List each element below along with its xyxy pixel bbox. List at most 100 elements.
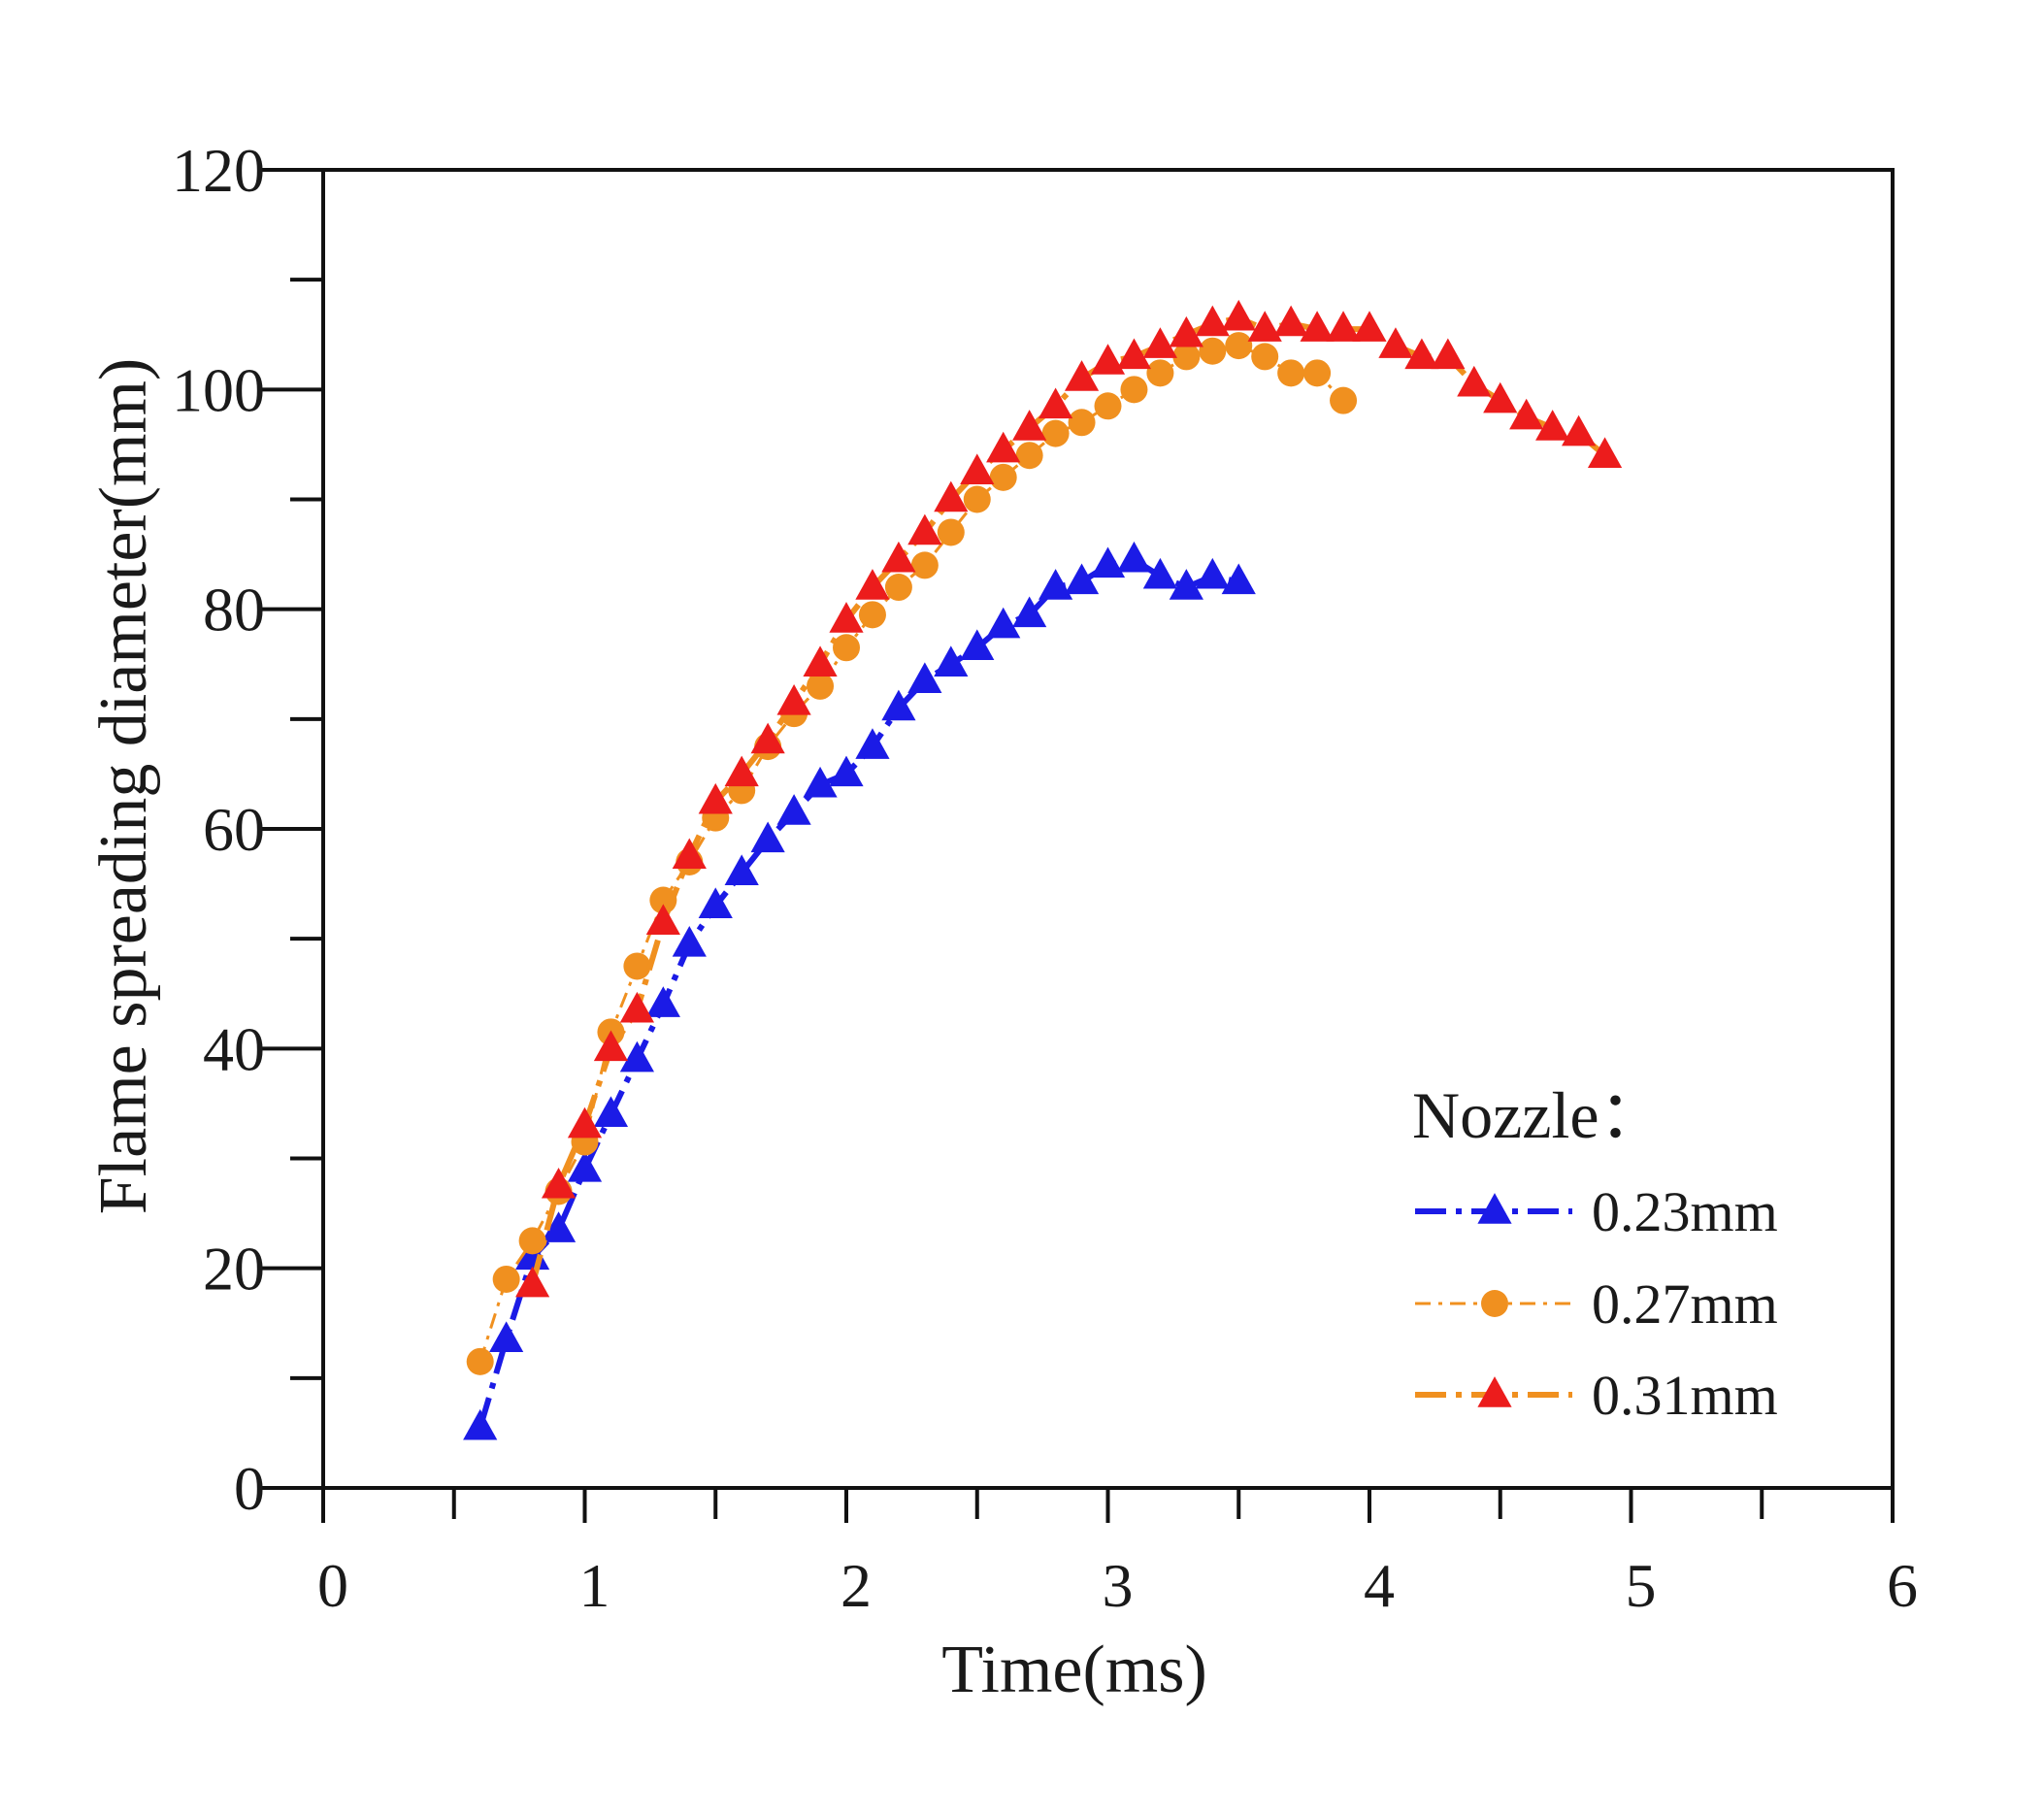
x-tick-label: 0	[317, 1551, 348, 1620]
data-point	[466, 1347, 494, 1375]
legend-item: 0.31mm	[1415, 1364, 1778, 1427]
data-point	[881, 541, 916, 573]
series-group	[463, 299, 1623, 1440]
y-tick-label: 0	[234, 1454, 265, 1523]
data-point	[937, 518, 965, 546]
data-point	[489, 1321, 524, 1352]
data-point	[855, 569, 890, 600]
legend: Nozzle： 0.23mm 0.27mm 0.31mm	[1412, 1078, 1778, 1427]
data-point	[672, 838, 707, 870]
data-point	[1172, 343, 1201, 371]
data-point	[989, 463, 1017, 491]
data-point	[750, 821, 785, 853]
y-tick-label: 40	[203, 1014, 265, 1083]
legend-label: 0.31mm	[1592, 1364, 1778, 1427]
data-point	[1587, 437, 1623, 469]
series-0.23mm	[463, 541, 1256, 1440]
data-point	[934, 480, 969, 512]
data-point	[776, 794, 811, 825]
data-point	[1064, 563, 1100, 595]
legend-item: 0.27mm	[1415, 1272, 1778, 1336]
data-point	[1116, 541, 1152, 573]
data-point	[960, 453, 995, 484]
data-point	[1225, 332, 1253, 360]
data-point	[1483, 381, 1518, 413]
data-point	[884, 574, 912, 602]
data-point	[698, 887, 733, 918]
data-point	[963, 485, 991, 513]
legend-item: 0.23mm	[1415, 1180, 1778, 1243]
data-point	[855, 728, 890, 759]
data-point	[1169, 315, 1203, 347]
data-point	[463, 1408, 498, 1440]
data-point	[858, 601, 886, 629]
legend-label: 0.27mm	[1592, 1272, 1778, 1336]
series-line	[478, 344, 1345, 1363]
data-point	[1038, 387, 1073, 419]
data-point	[750, 722, 785, 754]
data-point	[807, 672, 835, 700]
data-point	[1090, 344, 1126, 375]
data-point	[907, 662, 942, 693]
data-point	[910, 551, 939, 579]
x-tick-label: 3	[1103, 1551, 1134, 1620]
data-point	[1012, 596, 1047, 628]
data-point	[1195, 305, 1230, 337]
data-point	[1195, 557, 1230, 589]
data-point	[803, 766, 838, 798]
data-point	[593, 1096, 629, 1128]
x-tick-label: 4	[1364, 1551, 1395, 1620]
data-point	[1068, 409, 1096, 437]
data-point	[1221, 563, 1256, 595]
data-point	[1116, 338, 1152, 370]
data-point	[776, 684, 811, 715]
data-point	[1303, 359, 1332, 387]
data-point	[567, 1150, 603, 1182]
y-tick-label: 80	[203, 576, 265, 644]
x-axis-title: Time(ms)	[941, 1633, 1207, 1707]
data-point	[1090, 546, 1126, 578]
data-point	[986, 431, 1021, 463]
data-point	[803, 645, 838, 677]
x-tick-label: 1	[579, 1551, 610, 1620]
data-point	[1142, 557, 1177, 589]
data-point	[672, 925, 707, 957]
data-point	[829, 755, 864, 787]
legend-marker	[1481, 1290, 1508, 1317]
data-point	[698, 782, 733, 814]
x-tick-label: 2	[841, 1551, 872, 1620]
data-point	[829, 602, 864, 633]
data-point	[1142, 327, 1177, 358]
data-point	[1038, 569, 1073, 600]
data-point	[541, 1211, 577, 1242]
data-point	[907, 513, 942, 545]
data-point	[724, 755, 759, 787]
data-point	[645, 904, 680, 935]
data-point	[619, 991, 654, 1023]
data-point	[1251, 343, 1279, 371]
x-tick-label: 5	[1626, 1551, 1657, 1620]
data-point	[1562, 414, 1597, 446]
data-point	[960, 629, 995, 661]
data-point	[1378, 327, 1413, 358]
y-tick-label: 20	[203, 1235, 265, 1304]
data-point	[593, 1030, 629, 1062]
data-point	[881, 689, 916, 721]
series-0.31mm	[515, 299, 1623, 1298]
data-point	[1169, 569, 1203, 600]
data-point	[1277, 359, 1305, 387]
x-tick-label: 6	[1887, 1551, 1918, 1620]
data-point	[1094, 392, 1122, 420]
data-point	[1457, 365, 1492, 397]
legend-title: Nozzle：	[1412, 1078, 1665, 1152]
data-point	[623, 952, 651, 980]
y-axis-title: Flame spreading diameter(mm)	[86, 358, 161, 1215]
data-point	[1041, 419, 1070, 447]
data-point	[1247, 311, 1282, 342]
data-point	[934, 645, 969, 677]
data-point	[1509, 398, 1544, 430]
